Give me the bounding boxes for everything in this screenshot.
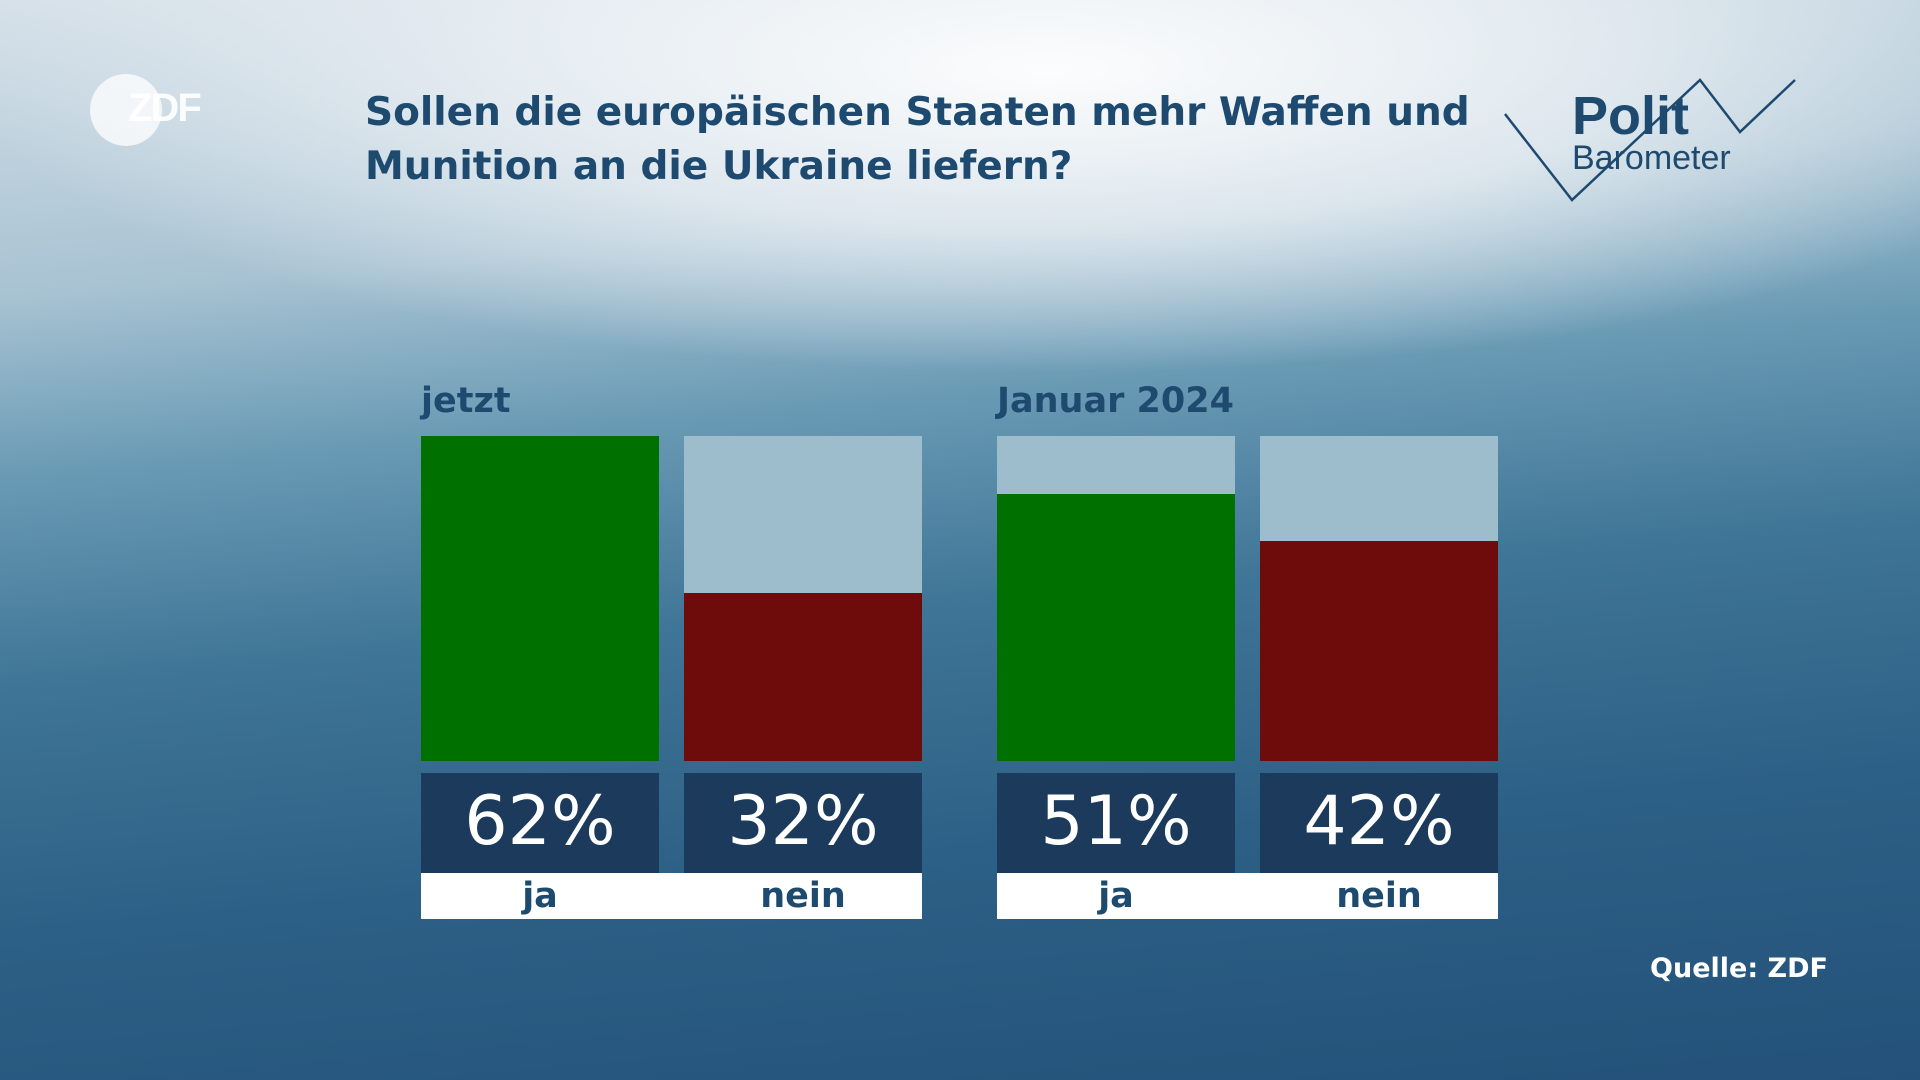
category-label: ja — [522, 876, 558, 916]
group-label: Januar 2024 — [997, 381, 1234, 421]
category-label: ja — [1098, 876, 1134, 916]
value-label: 32% — [684, 773, 922, 873]
value-label: 62% — [421, 773, 659, 873]
value-label: 42% — [1260, 773, 1498, 873]
bar-nein — [1260, 541, 1498, 761]
category-label: nein — [760, 876, 846, 916]
zdf-logo: ZDF — [90, 74, 230, 146]
source-note: Quelle: ZDF — [1650, 953, 1828, 984]
politbarometer-zigzag-icon — [1504, 78, 1796, 202]
politbarometer-logo: Polit Barometer — [1500, 72, 1800, 212]
group-label: jetzt — [421, 381, 511, 421]
category-label: nein — [1336, 876, 1422, 916]
chart-title-line-2: Munition an die Ukraine liefern? — [365, 144, 1073, 189]
category-strip — [997, 873, 1498, 919]
bar-ja — [421, 436, 659, 761]
chart-title-line-1: Sollen die europäischen Staaten mehr Waf… — [365, 90, 1470, 135]
bar-ja — [997, 494, 1235, 761]
politbarometer-polit-text: Polit — [1572, 86, 1689, 146]
category-strip — [421, 873, 922, 919]
bar-nein — [684, 593, 922, 761]
politbarometer-barometer-text: Barometer — [1572, 139, 1731, 177]
chart-title: Sollen die europäischen Staaten mehr Waf… — [365, 86, 1485, 194]
value-label: 51% — [997, 773, 1235, 873]
zdf-logo-circle — [90, 74, 162, 146]
zdf-logo-text: ZDF — [128, 86, 202, 130]
